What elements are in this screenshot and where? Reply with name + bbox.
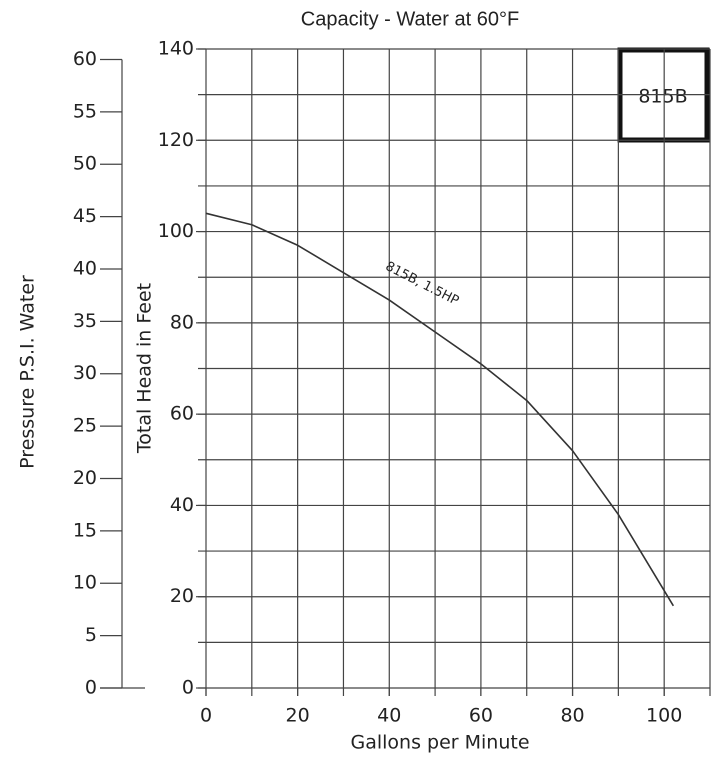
model-box-label: 815B: [638, 86, 687, 108]
y-tick-label: 60: [170, 403, 194, 425]
y2-tick-label: 30: [73, 362, 97, 384]
y2-tick-label: 20: [73, 467, 97, 489]
y-tick-label: 80: [170, 311, 194, 333]
y2-tick-label: 10: [73, 572, 97, 594]
x-axis-label: Gallons per Minute: [350, 732, 529, 754]
y-tick-label: 120: [158, 129, 194, 151]
x-tick-label: 20: [286, 705, 310, 727]
y-tick-label: 140: [158, 38, 194, 60]
y-tick-label: 100: [158, 220, 194, 242]
y2-tick-label: 60: [73, 48, 97, 70]
y2-tick-label: 50: [73, 153, 97, 175]
y-axis-label: Total Head in Feet: [134, 283, 156, 454]
y2-tick-label: 0: [85, 677, 97, 699]
x-tick-label: 0: [200, 705, 212, 727]
y2-tick-label: 5: [85, 624, 97, 646]
y2-tick-label: 45: [73, 205, 97, 227]
y2-tick-label: 40: [73, 257, 97, 279]
x-tick-label: 60: [469, 705, 493, 727]
y-tick-label: 0: [182, 677, 194, 699]
curve: [205, 212, 675, 607]
y2-axis-label: Pressure P.S.I. Water: [17, 275, 39, 469]
curve-label: 815B, 1.5HP: [383, 259, 461, 309]
x-tick-label: 100: [646, 705, 682, 727]
y2-tick-label: 55: [73, 100, 97, 122]
x-tick-label: 80: [560, 705, 584, 727]
x-tick-label: 40: [377, 705, 401, 727]
chart-title: Capacity - Water at 60°F: [301, 8, 519, 30]
y-tick-label: 40: [170, 494, 194, 516]
y2-tick-label: 35: [73, 310, 97, 332]
y2-tick-label: 25: [73, 415, 97, 437]
y2-tick-label: 15: [73, 519, 97, 541]
y-tick-label: 20: [170, 585, 194, 607]
